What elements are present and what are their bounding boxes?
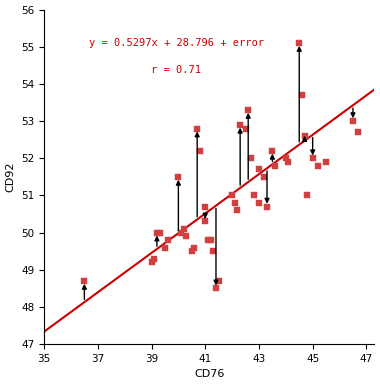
- Point: [250, 192, 256, 199]
- Point: [175, 174, 181, 180]
- Point: [229, 192, 235, 199]
- Point: [181, 226, 187, 232]
- Point: [215, 278, 222, 284]
- Point: [213, 285, 219, 291]
- Point: [202, 204, 208, 210]
- Point: [256, 166, 262, 172]
- Point: [264, 204, 270, 210]
- Point: [350, 118, 356, 124]
- Point: [310, 155, 316, 161]
- Point: [304, 192, 310, 199]
- Point: [245, 107, 251, 113]
- Point: [299, 92, 305, 98]
- Point: [154, 229, 160, 236]
- Point: [81, 278, 87, 284]
- Point: [151, 256, 157, 262]
- Point: [192, 244, 198, 251]
- Point: [256, 200, 262, 206]
- Point: [197, 148, 203, 154]
- Point: [210, 248, 216, 254]
- Point: [296, 40, 302, 46]
- Point: [162, 244, 168, 251]
- Point: [189, 248, 195, 254]
- Point: [302, 133, 308, 139]
- Point: [157, 229, 163, 236]
- Point: [355, 129, 361, 135]
- Point: [323, 159, 329, 165]
- Point: [315, 162, 321, 169]
- X-axis label: CD76: CD76: [194, 370, 225, 380]
- Point: [237, 122, 243, 128]
- Point: [269, 148, 275, 154]
- Point: [285, 159, 291, 165]
- Point: [248, 155, 254, 161]
- Point: [242, 126, 249, 132]
- Point: [165, 237, 171, 243]
- Point: [272, 162, 278, 169]
- Point: [202, 218, 208, 224]
- Point: [232, 200, 238, 206]
- Point: [234, 207, 241, 213]
- Text: y = 0.5297x + 28.796 + error: y = 0.5297x + 28.796 + error: [89, 38, 264, 48]
- Point: [261, 174, 268, 180]
- Point: [207, 237, 214, 243]
- Point: [283, 155, 289, 161]
- Point: [149, 259, 155, 265]
- Text: r = 0.71: r = 0.71: [151, 65, 201, 75]
- Point: [178, 229, 184, 236]
- Point: [205, 237, 211, 243]
- Y-axis label: CD92: CD92: [6, 162, 16, 192]
- Point: [194, 126, 200, 132]
- Point: [184, 233, 190, 239]
